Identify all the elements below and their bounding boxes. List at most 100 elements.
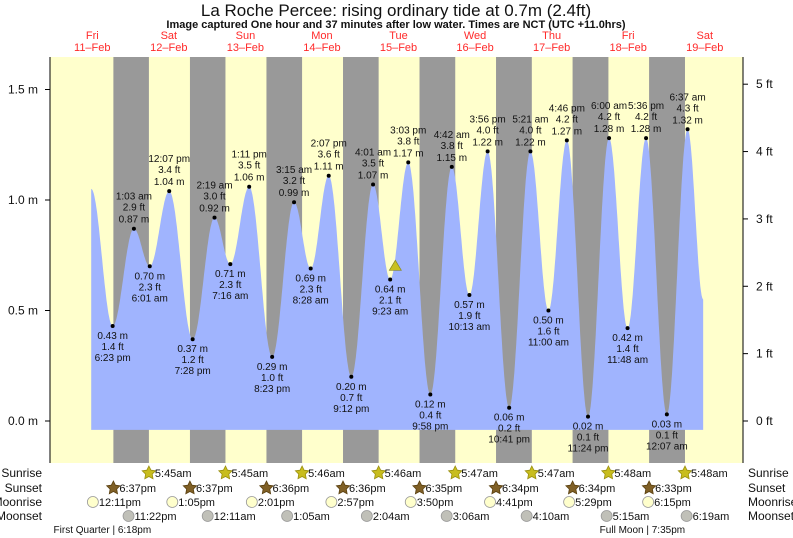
tide-low-ft-label: 1.2 ft: [182, 355, 204, 366]
current-level-marker: [388, 259, 402, 271]
tide-area: [91, 129, 704, 430]
tide-high-ft-label: 3.8 ft: [441, 141, 463, 152]
tide-high-time-label: 2:19 am: [196, 181, 232, 192]
tide-low-m-label: 0.50 m: [533, 316, 564, 327]
tide-point: [685, 127, 690, 132]
tide-high-time-label: 5:21 am: [512, 114, 548, 125]
tide-high-m-label: 0.92 m: [199, 204, 230, 215]
sunrise-time: 5:45am: [155, 468, 192, 480]
right-tick-label: 1 ft: [756, 347, 773, 361]
tide-low-time-label: 8:23 pm: [254, 384, 290, 395]
moonrise-time: 3:50pm: [417, 497, 454, 509]
tide-high-ft-label: 4.0 ft: [519, 125, 541, 136]
tide-high-m-label: 1.27 m: [552, 126, 583, 137]
sunrise-icon: [600, 465, 616, 480]
tide-high-time-label: 3:56 pm: [470, 114, 506, 125]
tide-high-time-label: 1:11 pm: [231, 150, 266, 161]
tide-point: [607, 136, 612, 141]
moonset-row-label-left: Moonset: [0, 509, 43, 523]
tide-low-time-label: 6:01 am: [132, 293, 168, 304]
moonrise-time: 6:15pm: [654, 497, 691, 509]
tide-point: [349, 374, 354, 379]
tide-high-m-label: 1.22 m: [515, 137, 546, 148]
tide-high-m-label: 1.17 m: [393, 148, 424, 159]
sunrise-icon: [141, 465, 157, 480]
tide-low-m-label: 0.12 m: [415, 399, 446, 410]
tide-low-ft-label: 0.4 ft: [419, 410, 441, 421]
tide-low-time-label: 11:48 am: [607, 355, 648, 366]
tide-high-m-label: 0.87 m: [119, 215, 150, 226]
moonrise-time: 2:01pm: [258, 497, 295, 509]
sunrise-icon: [524, 465, 540, 480]
tide-high-time-label: 4:01 am: [355, 148, 391, 159]
tide-extreme-labels: 0.43 m1.4 ft6:23 pm1:03 am2.9 ft0.87 m0.…: [95, 92, 706, 454]
tide-high-time-label: 3:03 pm: [390, 125, 426, 136]
tide-low-ft-label: 1.4 ft: [616, 344, 638, 355]
tide-high-time-label: 4:42 am: [434, 130, 470, 141]
sunrise-time: 5:46am: [385, 468, 422, 480]
day-date-label: 17–Feb: [533, 42, 570, 54]
moonrise-time: 4:41pm: [496, 497, 533, 509]
right-tick-label: 3 ft: [756, 212, 773, 226]
sunset-time: 6:37pm: [196, 483, 233, 495]
day-name-label: Sat: [697, 30, 714, 42]
tide-point: [528, 149, 533, 154]
tide-point: [507, 405, 512, 410]
day-date-label: 18–Feb: [610, 42, 647, 54]
tide-low-time-label: 12:07 am: [646, 441, 688, 452]
moonset-time: 12:11am: [214, 511, 256, 523]
tide-low-ft-label: 0.7 ft: [340, 393, 362, 404]
tide-high-ft-label: 4.2 ft: [556, 114, 578, 125]
sunset-row-label-right: Sunset: [748, 481, 786, 495]
day-date-label: 13–Feb: [227, 42, 264, 54]
tide-point: [190, 337, 195, 342]
sunset-time: 6:33pm: [655, 483, 692, 495]
tide-low-m-label: 0.71 m: [215, 269, 246, 280]
sunset-icon: [105, 480, 121, 495]
tide-low-m-label: 0.57 m: [454, 300, 485, 311]
tide-point: [167, 189, 172, 194]
tide-high-time-label: 12:07 pm: [148, 154, 190, 165]
sunrise-time: 5:47am: [538, 468, 575, 480]
tide-high-ft-label: 3.0 ft: [203, 192, 225, 203]
tide-high-m-label: 1.11 m: [314, 162, 344, 173]
tide-low-ft-label: 2.3 ft: [139, 282, 161, 293]
sunrise-icon: [294, 465, 310, 480]
tide-low-time-label: 10:41 pm: [488, 435, 530, 446]
tide-point: [228, 262, 233, 267]
day-date-label: 11–Feb: [74, 42, 111, 54]
tide-high-m-label: 1.28 m: [594, 124, 625, 135]
tide-point: [406, 160, 411, 165]
day-name-label: Fri: [86, 30, 99, 42]
left-tick-label: 1.5 m: [8, 83, 38, 97]
moonrise-row-label-left: Moonrise: [0, 495, 42, 509]
sunrise-icon: [677, 465, 693, 480]
day-date-label: 19–Feb: [686, 42, 723, 54]
day-name-label: Sun: [236, 30, 256, 42]
sunset-icon: [182, 480, 198, 495]
tide-point: [546, 308, 551, 313]
tide-low-m-label: 0.69 m: [295, 274, 326, 285]
tide-point: [564, 138, 569, 143]
right-tick-label: 5 ft: [756, 77, 773, 91]
sunset-time: 6:35pm: [426, 483, 463, 495]
tide-point: [644, 136, 649, 141]
tide-point: [326, 173, 331, 178]
sunrise-row-label-right: Sunrise: [748, 466, 789, 480]
tide-high-ft-label: 3.5 ft: [238, 161, 260, 172]
tide-high-m-label: 1.15 m: [437, 153, 468, 164]
tide-low-ft-label: 2.1 ft: [379, 296, 401, 307]
tide-low-ft-label: 1.4 ft: [102, 342, 124, 353]
tide-point: [625, 326, 630, 331]
moonrise-time: 1:05pm: [178, 497, 215, 509]
tide-curve: [91, 129, 704, 430]
tide-low-time-label: 6:23 pm: [95, 353, 131, 364]
sunset-time: 6:36pm: [272, 483, 309, 495]
tide-low-ft-label: 1.9 ft: [458, 311, 480, 322]
sunrise-time: 5:45am: [231, 468, 268, 480]
tide-low-time-label: 11:24 pm: [568, 444, 609, 455]
tide-point: [371, 182, 376, 187]
moonset-icon: [281, 510, 294, 522]
moonrise-row-label-right: Moonrise: [748, 495, 793, 509]
tide-point: [147, 264, 152, 269]
